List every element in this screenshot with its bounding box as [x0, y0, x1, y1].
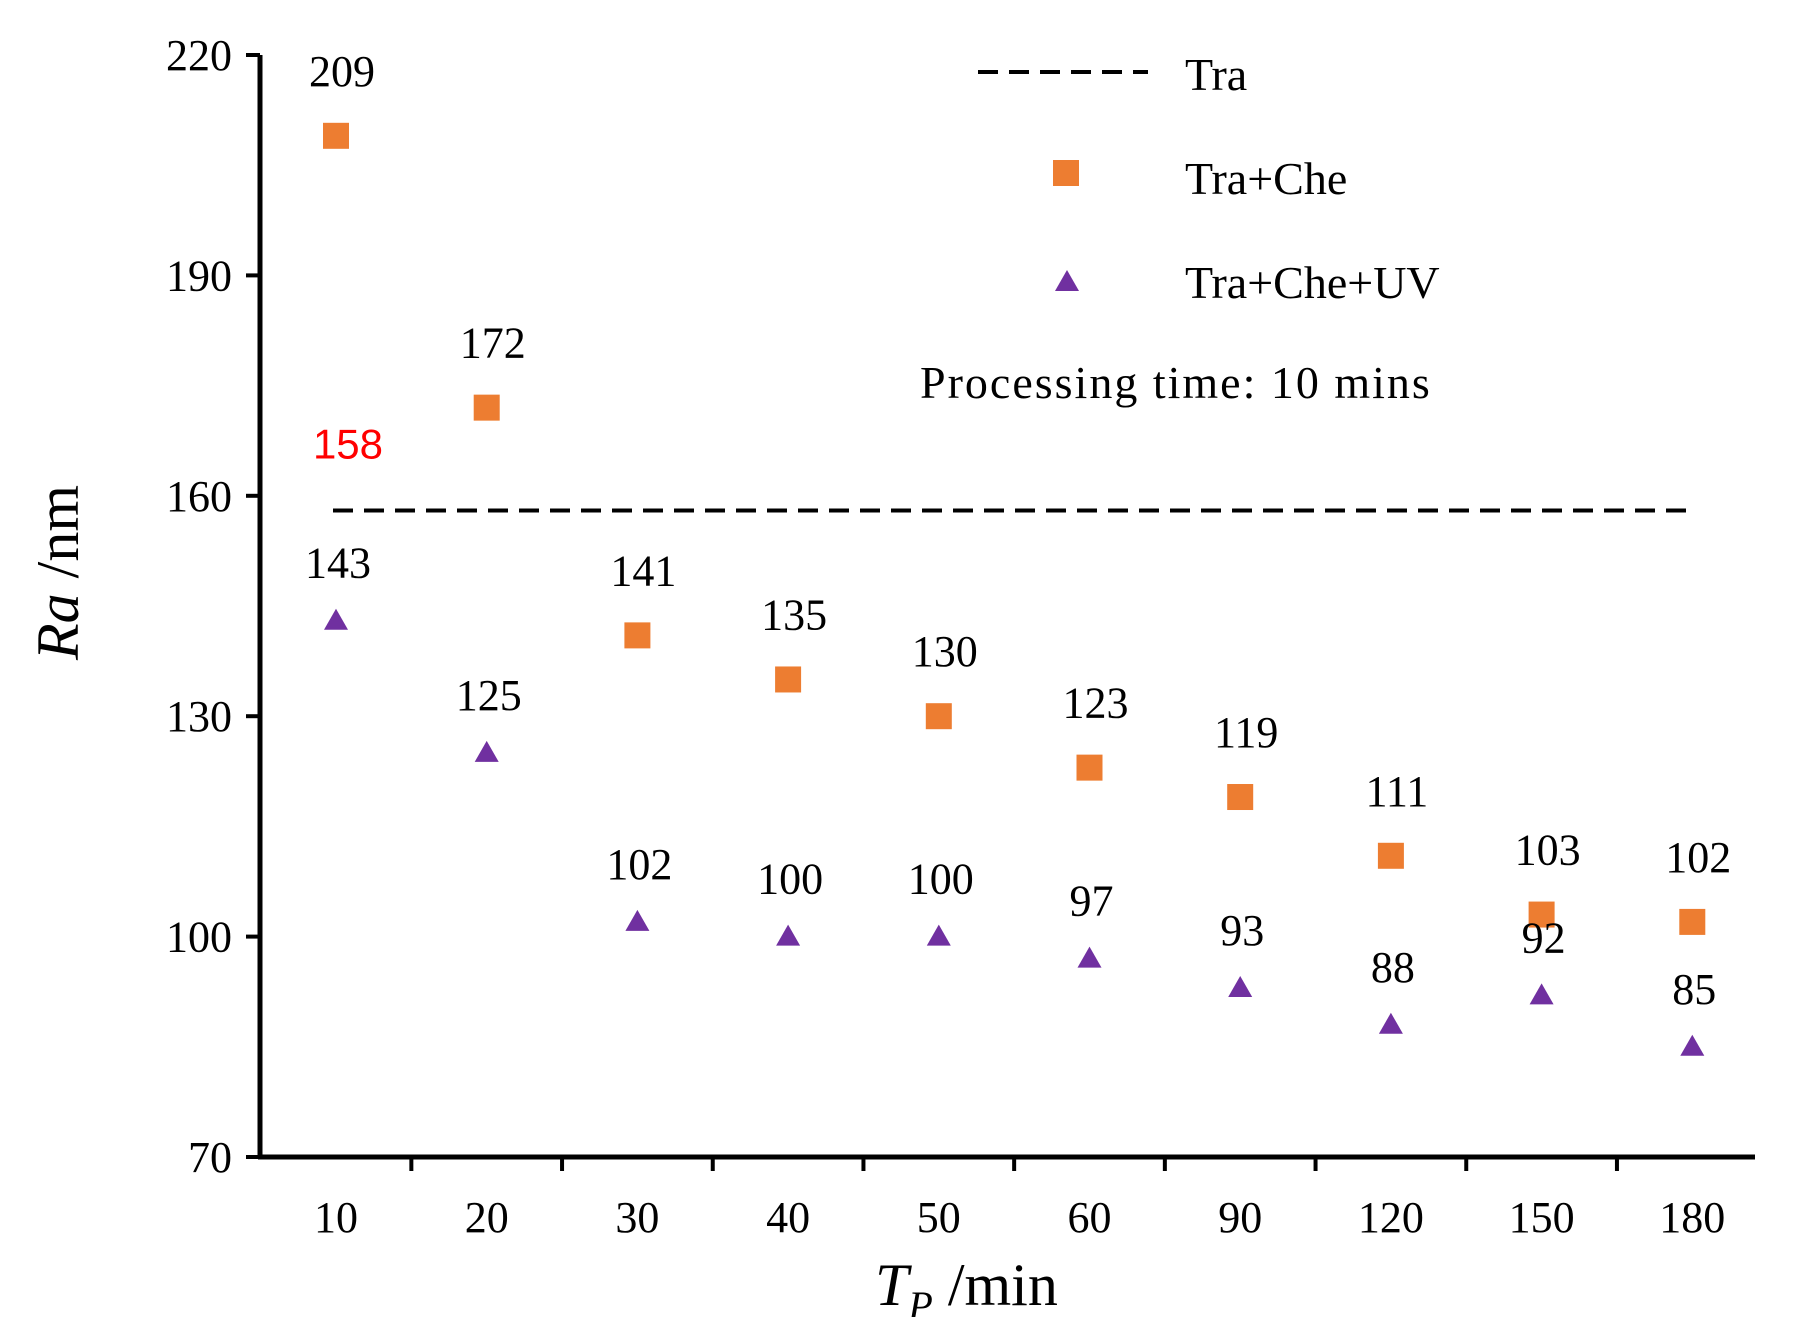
tra-che-uv-label: 125 — [456, 671, 522, 720]
tra-che-label: 141 — [610, 546, 676, 595]
data-labels: 209 172 141 135 130 123 119 111 103 102 143 125 102 1… — [305, 47, 1731, 1014]
tra-che-point — [1377, 842, 1404, 869]
tra-che-uv-point — [1680, 1034, 1705, 1056]
tra-che-uv-point — [926, 924, 951, 946]
tra-che-label: 130 — [912, 627, 978, 676]
tra-che-uv-point — [1077, 946, 1102, 968]
x-tick-label: 20 — [465, 1193, 509, 1242]
axes: 70 100 130 160 190 220 10 20 30 40 50 60 90 120 150 180 — [166, 31, 1755, 1242]
x-tick-label: 40 — [766, 1193, 810, 1242]
x-tick-label: 10 — [314, 1193, 358, 1242]
y-tick-label: 130 — [166, 692, 232, 741]
legend-tra-che-uv-text: Tra+Che+UV — [1185, 257, 1440, 308]
legend: Tra Tra+Che Tra+Che+UV — [978, 49, 1440, 308]
y-tick-label: 100 — [166, 913, 232, 962]
tra-che-label: 123 — [1063, 679, 1129, 728]
data-marks — [323, 122, 1706, 1056]
y-axis-title: Ra /nm — [25, 485, 91, 661]
y-tick-label: 70 — [188, 1133, 232, 1182]
legend-tra-che-uv-marker — [1055, 270, 1079, 291]
y-tick-label: 220 — [166, 31, 232, 80]
tra-che-label: 111 — [1366, 767, 1429, 816]
reference-line-group: 158 — [313, 420, 1690, 513]
x-axis-title-unit: /min — [933, 1252, 1058, 1317]
tra-che-uv-point — [324, 608, 348, 630]
tra-che-point — [1679, 908, 1706, 935]
tra-che-point — [925, 703, 952, 730]
y-tick-label: 190 — [166, 251, 232, 300]
tra-che-label: 119 — [1214, 708, 1278, 757]
tra-che-point — [1528, 901, 1555, 928]
legend-tra-che-marker — [1053, 160, 1079, 186]
tra-che-point — [775, 666, 802, 693]
x-tick-label: 30 — [615, 1193, 659, 1242]
x-tick-label: 60 — [1068, 1193, 1112, 1242]
x-tick-label: 180 — [1659, 1193, 1725, 1242]
tra-che-uv-point — [1529, 983, 1554, 1005]
tra-che-uv-label: 93 — [1220, 906, 1264, 955]
y-axis-title-unit: /nm — [25, 485, 91, 593]
tra-che-uv-label: 88 — [1371, 943, 1415, 992]
x-tick-label: 150 — [1509, 1193, 1575, 1242]
tra-reference-label: 158 — [313, 420, 383, 467]
x-axis-title-sub: P — [907, 1283, 932, 1317]
tra-che-uv-label: 143 — [305, 539, 371, 588]
tra-che-label: 103 — [1515, 826, 1581, 875]
tra-che-label: 102 — [1665, 833, 1731, 882]
tra-che-point — [1076, 754, 1103, 781]
tra-che-point — [473, 394, 500, 421]
tra-che-uv-point — [776, 924, 801, 946]
x-tick-label: 120 — [1358, 1193, 1424, 1242]
legend-tra-che-text: Tra+Che — [1185, 153, 1347, 204]
tra-che-uv-label: 92 — [1522, 913, 1566, 962]
tra-che-label: 172 — [460, 319, 526, 368]
tra-che-point — [624, 622, 651, 649]
x-axis-title-main: T — [875, 1252, 912, 1317]
tra-che-uv-label: 85 — [1672, 965, 1716, 1014]
x-tick-label: 90 — [1218, 1193, 1262, 1242]
tra-che-uv-label: 97 — [1070, 877, 1114, 926]
tra-che-uv-label: 100 — [757, 855, 823, 904]
tra-che-point — [323, 122, 349, 149]
processing-time-note: Processing time: 10 mins — [920, 357, 1432, 408]
tra-che-uv-point — [625, 909, 650, 931]
tra-che-uv-label: 100 — [908, 855, 974, 904]
tra-che-uv-point — [1228, 976, 1253, 998]
y-tick-label: 160 — [166, 472, 232, 521]
tra-che-label: 135 — [761, 590, 827, 639]
y-axis-title-main: Ra — [25, 593, 91, 661]
x-tick-label: 50 — [917, 1193, 961, 1242]
legend-tra-text: Tra — [1185, 49, 1247, 100]
tra-che-label: 209 — [309, 47, 375, 96]
tra-che-uv-point — [474, 740, 499, 762]
tra-che-uv-point — [1378, 1012, 1403, 1034]
tra-che-point — [1227, 784, 1254, 811]
tra-che-uv-label: 102 — [606, 840, 672, 889]
x-axis-title: TP /min — [875, 1252, 1058, 1317]
